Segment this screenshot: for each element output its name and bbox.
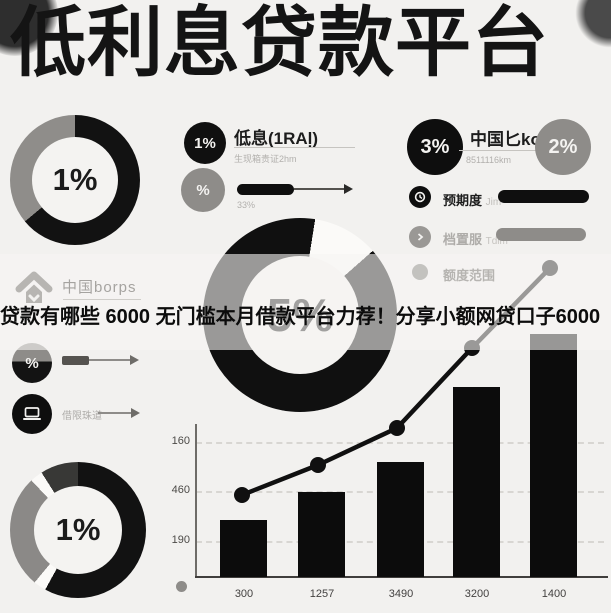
y-axis-tick: 160 — [171, 435, 190, 447]
y-axis-tick: 460 — [171, 484, 190, 496]
donut-chart-bottom-left: 1% — [10, 462, 146, 598]
stat-label-expect: 预期度 Jim — [443, 190, 501, 209]
y-axis-line — [195, 424, 197, 578]
stat-label-text: 档置服 — [443, 232, 483, 247]
bar-2 — [298, 492, 345, 577]
x-axis-tick: 300 — [234, 588, 254, 600]
site-label-underline — [63, 299, 141, 300]
headline-text: 贷款有哪些 6000 无门槛本月借款平台力荐！分享小额网贷口子6000 — [0, 306, 601, 328]
stat-badge-3pct: 3% — [407, 119, 463, 175]
stat-label-suffix: Jim — [485, 197, 502, 208]
stat-badge-1pct: 1% — [184, 122, 226, 164]
x-axis-tick: 1257 — [309, 588, 335, 600]
stat-label-suffix: Tdim — [485, 236, 508, 247]
progress-pill — [237, 184, 294, 195]
stat-subtext: 生现箱贵证2hm — [234, 154, 297, 164]
stat-label-low-interest: 低息(1RAḷ) — [234, 129, 319, 148]
bar-5 — [530, 334, 577, 577]
divider — [234, 147, 355, 148]
donut-chart-top-left: 1% — [10, 115, 140, 245]
bar-3 — [377, 462, 424, 577]
stat-badge-2pct: 2% — [535, 119, 591, 175]
clock-icon — [409, 186, 431, 208]
x-axis-line — [195, 576, 608, 578]
arrow-shaft — [294, 188, 344, 190]
stat-label-china: 中国匕koḷ) — [470, 130, 552, 149]
y-axis-tick: 190 — [171, 534, 190, 546]
stat-badge-percent: % — [181, 168, 225, 212]
progress-pill — [62, 356, 89, 365]
x-axis-tick: 1400 — [541, 588, 567, 600]
site-label: 中国borps — [62, 279, 137, 296]
origin-dot — [176, 581, 187, 592]
page-title: 低利息贷款平台 — [10, 1, 549, 86]
arrow-icon — [131, 408, 140, 418]
stat-subtext: 8511116km — [466, 155, 512, 165]
progress-pill — [498, 190, 589, 203]
stat-label-text: 预期度 — [443, 193, 483, 208]
arrow-shaft — [89, 359, 131, 361]
donut-value: 1% — [34, 486, 122, 574]
x-axis-tick: 3490 — [388, 588, 414, 600]
chevron-right-icon — [409, 226, 431, 248]
bar-1 — [220, 520, 267, 577]
progress-pill — [496, 228, 586, 241]
divider — [459, 150, 586, 151]
donut-value: 1% — [32, 137, 118, 223]
stat-subtext: 33% — [237, 200, 256, 210]
laptop-icon — [12, 394, 52, 434]
bar-4 — [453, 387, 500, 577]
stat-label-file: 档置服 Tdim — [443, 229, 508, 248]
arrow-shaft — [98, 412, 132, 414]
arrow-icon — [130, 355, 139, 365]
home-icon — [12, 265, 56, 314]
stat-label-channel: 借限珠道 — [62, 411, 102, 422]
arrow-icon — [344, 184, 353, 194]
x-axis-tick: 3200 — [464, 588, 490, 600]
